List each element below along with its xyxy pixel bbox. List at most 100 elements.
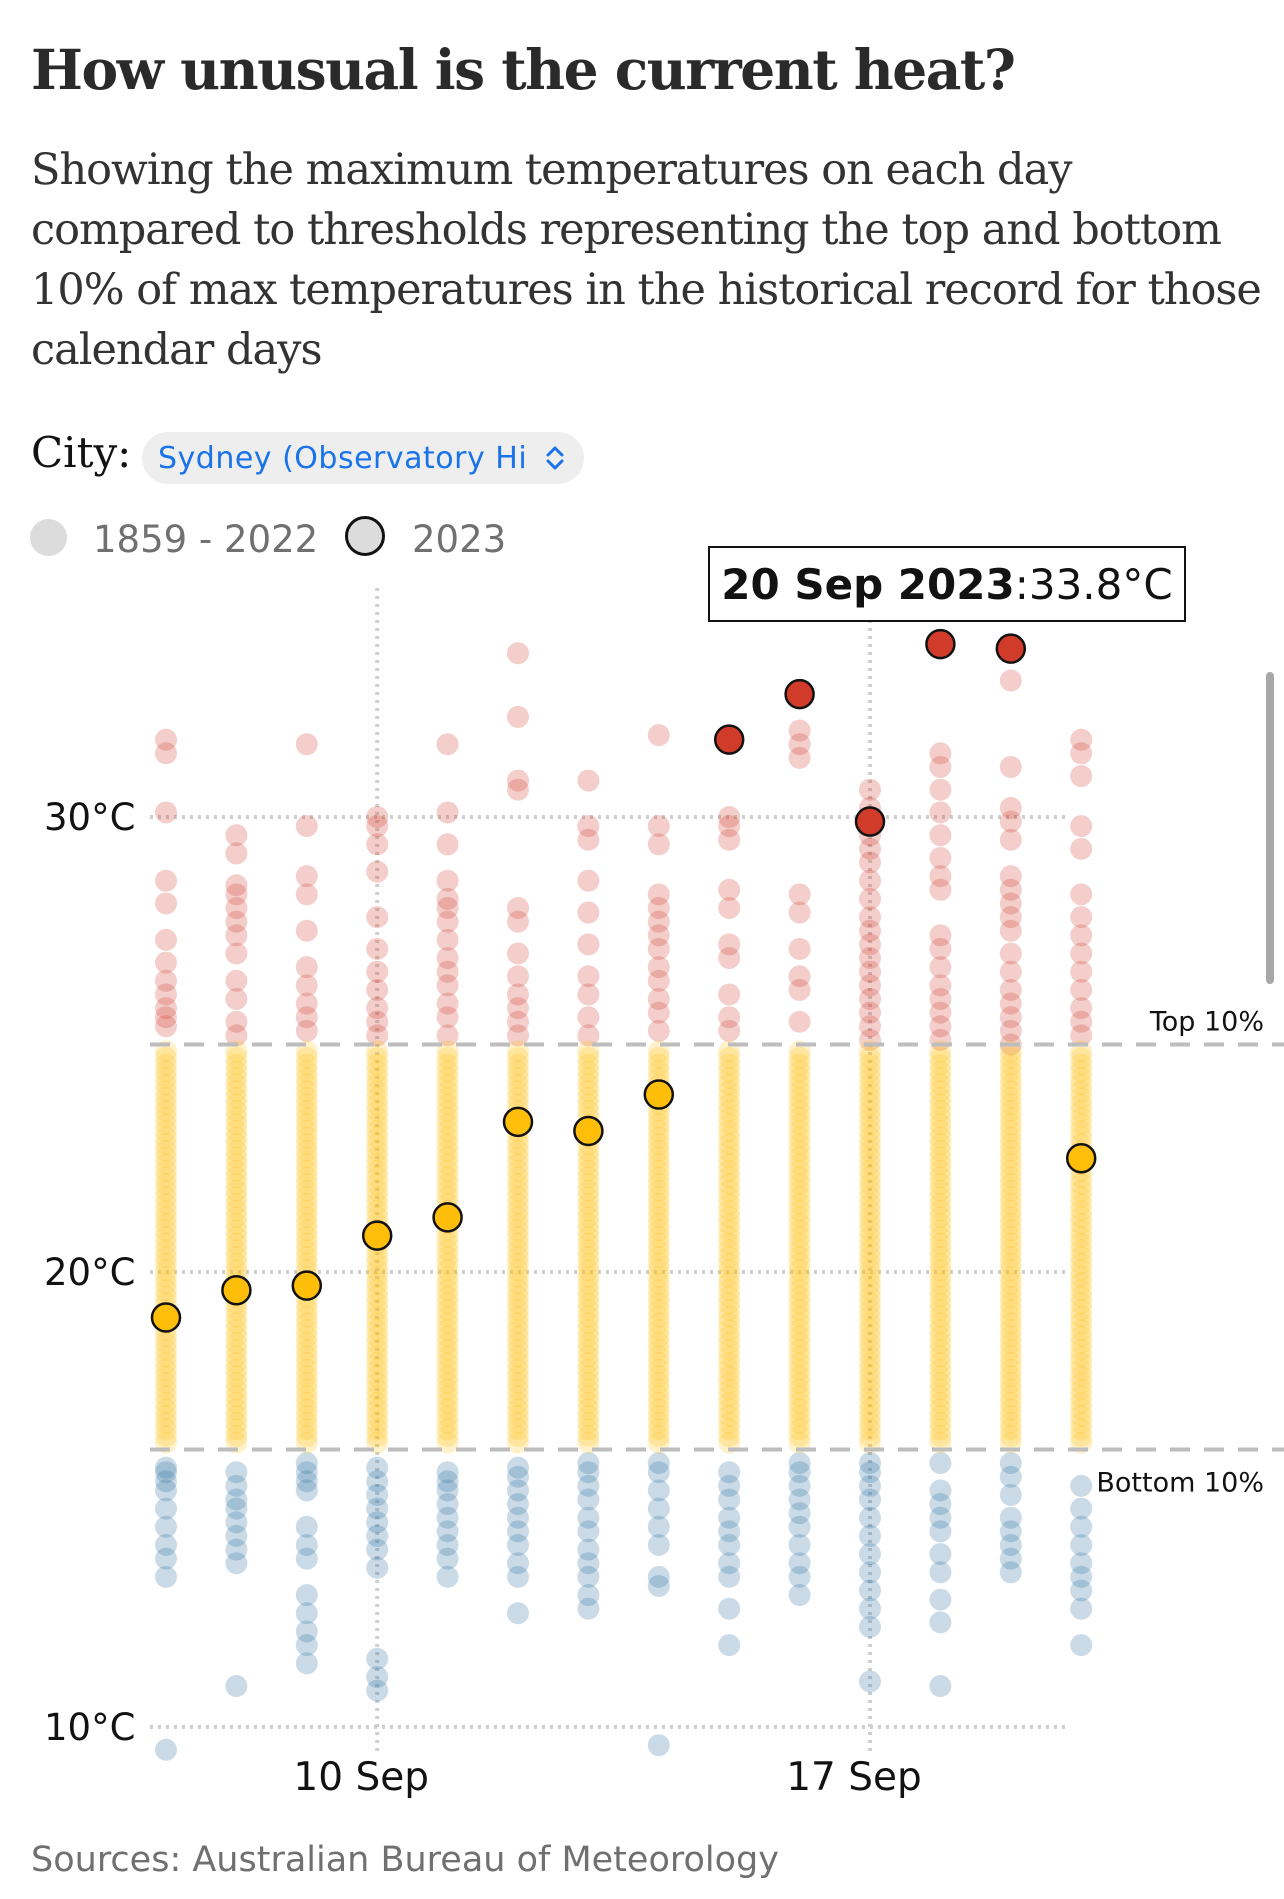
historical-point — [718, 1520, 741, 1543]
historical-point — [788, 1100, 811, 1123]
historical-point — [225, 1365, 248, 1388]
historical-point — [1070, 1515, 1093, 1538]
point-2023[interactable] — [854, 806, 886, 837]
historical-point — [859, 1298, 881, 1321]
historical-point — [1070, 815, 1093, 838]
historical-point — [999, 1318, 1022, 1341]
historical-point — [577, 869, 600, 892]
historical-point — [999, 1060, 1022, 1083]
historical-point — [718, 815, 741, 838]
historical-point — [507, 1010, 529, 1033]
historical-point — [295, 1534, 318, 1556]
historical-point — [1070, 1060, 1093, 1083]
historical-point — [859, 1506, 881, 1529]
historical-point — [999, 1405, 1022, 1428]
historical-point — [788, 1378, 811, 1401]
historical-point — [577, 1046, 600, 1069]
historical-point — [577, 1452, 600, 1475]
historical-point — [507, 1232, 529, 1255]
historical-point — [1070, 1358, 1093, 1381]
historical-point — [295, 1352, 318, 1375]
point-2023[interactable] — [432, 1202, 463, 1233]
historical-point — [577, 1024, 600, 1047]
historical-point — [788, 1212, 811, 1235]
historical-point — [859, 1411, 881, 1434]
historical-point — [507, 1318, 529, 1341]
historical-point — [999, 865, 1022, 888]
historical-point — [647, 1338, 670, 1361]
point-2023[interactable] — [573, 1115, 604, 1147]
point-2023[interactable] — [784, 678, 815, 710]
historical-point — [999, 1305, 1022, 1328]
historical-point — [225, 1418, 248, 1441]
point-2023[interactable] — [643, 1079, 675, 1110]
historical-point — [929, 1119, 952, 1142]
historical-point — [718, 1073, 741, 1096]
historical-point — [366, 1252, 389, 1275]
historical-point — [859, 1199, 881, 1222]
historical-point — [577, 1538, 600, 1561]
historical-point — [577, 901, 600, 924]
historical-point — [436, 1398, 459, 1421]
point-2023[interactable] — [713, 724, 745, 755]
historical-point — [859, 1060, 881, 1083]
historical-point — [647, 1113, 670, 1136]
point-2023[interactable] — [221, 1274, 252, 1306]
point-2023[interactable] — [502, 1106, 534, 1138]
page-title: How unusual is the current heat? — [31, 37, 1016, 102]
legend-historical-dot — [30, 519, 67, 556]
historical-point — [155, 1272, 177, 1295]
historical-point — [155, 1206, 177, 1229]
historical-point — [1070, 1634, 1093, 1657]
historical-point — [788, 1515, 811, 1538]
historical-point — [647, 1312, 670, 1335]
historical-point — [929, 1166, 952, 1189]
historical-point — [366, 1378, 389, 1401]
historical-point — [859, 1543, 881, 1566]
historical-point — [436, 1166, 459, 1189]
historical-point — [859, 1391, 881, 1414]
historical-point — [155, 1046, 177, 1069]
historical-point — [155, 1093, 177, 1116]
historical-point — [225, 1093, 248, 1116]
historical-point — [929, 1611, 952, 1634]
historical-point — [577, 1006, 600, 1029]
y-tick-label: 10°C — [44, 1706, 135, 1749]
historical-point — [366, 1100, 389, 1123]
historical-point — [155, 1497, 177, 1520]
historical-point — [366, 1245, 389, 1268]
point-2023[interactable] — [925, 628, 956, 660]
historical-point — [788, 1232, 811, 1255]
historical-point — [718, 806, 741, 828]
historical-point — [366, 906, 389, 929]
historical-point — [366, 1060, 389, 1083]
historical-point — [859, 1579, 881, 1602]
historical-point — [999, 1259, 1022, 1282]
historical-point — [436, 1086, 459, 1109]
historical-point — [788, 1371, 811, 1394]
historical-point — [1070, 1345, 1093, 1368]
historical-point — [155, 1279, 177, 1302]
historical-point — [929, 1398, 952, 1421]
historical-point — [507, 965, 529, 988]
point-2023[interactable] — [1065, 1143, 1097, 1174]
historical-point — [295, 1411, 318, 1434]
point-2023[interactable] — [361, 1220, 393, 1251]
historical-point — [366, 1411, 389, 1434]
historical-point — [225, 824, 248, 847]
point-2023[interactable] — [291, 1270, 323, 1301]
historical-point — [647, 883, 670, 906]
historical-point — [436, 1279, 459, 1302]
historical-point — [859, 1232, 881, 1255]
historical-point — [859, 1385, 881, 1408]
city-select[interactable]: Sydney (Observatory Hil — [142, 432, 584, 484]
point-2023[interactable] — [150, 1302, 182, 1333]
historical-point — [647, 988, 670, 1010]
historical-point — [788, 883, 811, 906]
scrollbar[interactable] — [1266, 672, 1274, 984]
historical-point — [225, 1675, 248, 1698]
point-2023[interactable] — [995, 633, 1027, 664]
historical-point — [155, 1398, 177, 1421]
historical-point — [859, 1279, 881, 1302]
historical-point — [295, 1305, 318, 1328]
